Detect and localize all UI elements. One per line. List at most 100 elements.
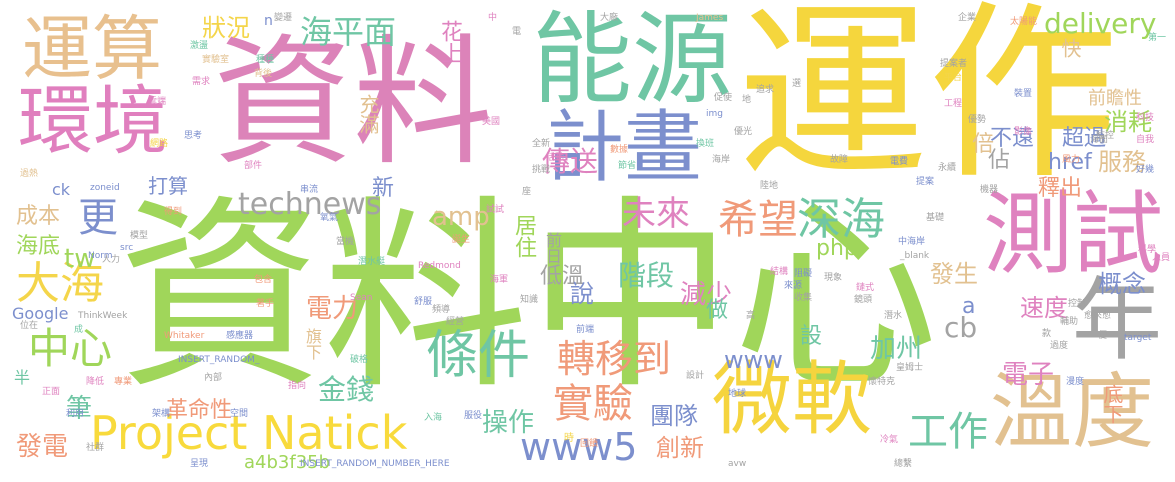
word-test: 測試 bbox=[983, 182, 1163, 287]
word-technews: technews bbox=[238, 187, 382, 222]
word-href: href bbox=[1048, 150, 1092, 175]
word-temp-small: 漫度 bbox=[1066, 377, 1085, 387]
word-assist: 輔助 bbox=[1060, 317, 1079, 327]
word-california: 加州 bbox=[870, 334, 923, 364]
word-data-small: 數據 bbox=[610, 145, 629, 155]
word-item: 款 bbox=[1042, 329, 1052, 339]
word-google: Google bbox=[12, 304, 69, 323]
word-overheat: 過熱 bbox=[20, 169, 39, 179]
word-model: 模型 bbox=[130, 231, 149, 241]
word-brand-new: 全新 bbox=[532, 139, 551, 149]
word-tech: 科技 bbox=[1136, 113, 1155, 123]
word-reduce: 減少 bbox=[680, 280, 733, 310]
word-seat: 座 bbox=[522, 187, 532, 197]
word-low-temp: 低溫 bbox=[540, 264, 585, 289]
word-submarine: 潛水艇 bbox=[358, 257, 386, 267]
word-behind: 背後 bbox=[254, 69, 273, 79]
word-www: www bbox=[724, 346, 783, 374]
word-break: 破格 bbox=[350, 355, 369, 365]
word-not-far: 不遠 bbox=[990, 126, 1035, 151]
word-occupy: 佔 bbox=[988, 148, 1011, 173]
word-use: 利用 bbox=[66, 409, 85, 419]
word-become: 成 bbox=[74, 325, 84, 335]
word-streaming: 串流 bbox=[300, 185, 319, 195]
word-try: 試試 bbox=[486, 205, 505, 215]
word-then: 便 bbox=[1098, 331, 1108, 341]
word-internal: 內部 bbox=[204, 373, 223, 383]
word-knowledge: 知識 bbox=[520, 295, 539, 305]
word-collect: 收集 bbox=[794, 293, 813, 303]
word-professional: 專業 bbox=[114, 377, 133, 387]
word-target: target bbox=[1124, 333, 1152, 343]
word-delivery: delivery bbox=[1044, 7, 1157, 40]
word-times: 倍 bbox=[972, 132, 995, 157]
word-shift: 換班 bbox=[696, 139, 715, 149]
word-situation: 狀況 bbox=[202, 14, 250, 42]
word-dive: 潛水 bbox=[884, 311, 903, 321]
word-think: 思考 bbox=[184, 131, 203, 141]
word-chain: 鏈式 bbox=[856, 283, 875, 293]
word-n: n bbox=[264, 13, 273, 29]
word-seabed: 海底 bbox=[16, 234, 61, 259]
word-concept: 概念 bbox=[1098, 270, 1146, 298]
word-increasingly: 愈來愈 bbox=[1084, 311, 1112, 321]
word-earth: 地球 bbox=[728, 389, 747, 399]
word-spend: 花上 bbox=[437, 20, 462, 64]
word-transfer: 轉移到 bbox=[557, 337, 672, 381]
word-manpower: 人力 bbox=[102, 255, 121, 265]
word-sea-surface: 海面 bbox=[1090, 135, 1109, 145]
word-norm: Norm bbox=[88, 251, 113, 261]
word-failure: 故障 bbox=[830, 155, 849, 165]
word-consume: 消耗 bbox=[1104, 108, 1152, 136]
word-usa: 美國 bbox=[482, 117, 501, 127]
word-device: 裝置 bbox=[1014, 89, 1033, 99]
word-cb: cb bbox=[944, 311, 978, 344]
word-data: 資料 bbox=[213, 22, 494, 185]
word-operate: 操作 bbox=[482, 408, 535, 438]
word-comfortable: 舒服 bbox=[414, 297, 433, 307]
word-half: 半 bbox=[14, 368, 31, 387]
word-forward-looking: 前瞻性 bbox=[1088, 88, 1142, 109]
word-basic: 基礎 bbox=[926, 213, 945, 223]
word-positive: 正面 bbox=[42, 387, 61, 397]
word-do: 做 bbox=[706, 298, 729, 323]
word-hash: a4b3f35b bbox=[244, 452, 331, 473]
word-ground: 地 bbox=[742, 95, 752, 105]
word-a: a bbox=[962, 294, 976, 319]
word-service: 服務 bbox=[1098, 148, 1146, 176]
word-src: src bbox=[120, 243, 134, 253]
word-aircon: 冷氣 bbox=[880, 435, 899, 445]
word-computing: 運算 bbox=[22, 8, 162, 90]
word-new: 新 bbox=[372, 176, 395, 201]
word-enterprise: 企業 bbox=[958, 13, 977, 23]
word-born: 誕生 bbox=[452, 235, 471, 245]
word-crash: 當機 bbox=[336, 237, 355, 247]
word-zoneid: zoneid bbox=[90, 183, 120, 193]
word-obstacle: 阻礙 bbox=[794, 269, 813, 279]
word-set: 設 bbox=[800, 324, 823, 349]
word-james: James bbox=[696, 13, 724, 23]
word-optical: 優光 bbox=[734, 127, 753, 137]
word-mid-coast: 中海岸 bbox=[898, 237, 926, 247]
word-year: 年 bbox=[1072, 268, 1162, 373]
word-team: 團隊 bbox=[650, 402, 698, 430]
word-cloud: 雲端 bbox=[148, 97, 167, 107]
word-operation: 運作 bbox=[738, 0, 1119, 205]
word-blank: _blank bbox=[900, 251, 930, 261]
word-save: 節省 bbox=[618, 161, 637, 171]
word-sean: Sean bbox=[350, 293, 373, 303]
word-redmond: Redmond bbox=[418, 261, 461, 271]
word-insert-random-1: INSERT_RANDOM_ bbox=[178, 355, 260, 365]
word-brainstorm: 激盪 bbox=[190, 41, 209, 51]
word-oxygen: 氧氣 bbox=[320, 213, 339, 223]
word-control: 控制 bbox=[1068, 299, 1087, 309]
word-electricity-fee: 電費 bbox=[890, 157, 909, 167]
word-james-cn: 皇姆士 bbox=[896, 363, 924, 373]
word-phenomenon: 現象 bbox=[824, 273, 843, 283]
word-more: 更 bbox=[78, 195, 118, 241]
word-temperature: 溫度 bbox=[990, 365, 1155, 460]
word-choose: 選 bbox=[792, 79, 802, 89]
word-sustainable: 永續 bbox=[938, 163, 957, 173]
word-high: 高 bbox=[746, 311, 756, 321]
word-image: 影像 bbox=[1014, 127, 1033, 137]
